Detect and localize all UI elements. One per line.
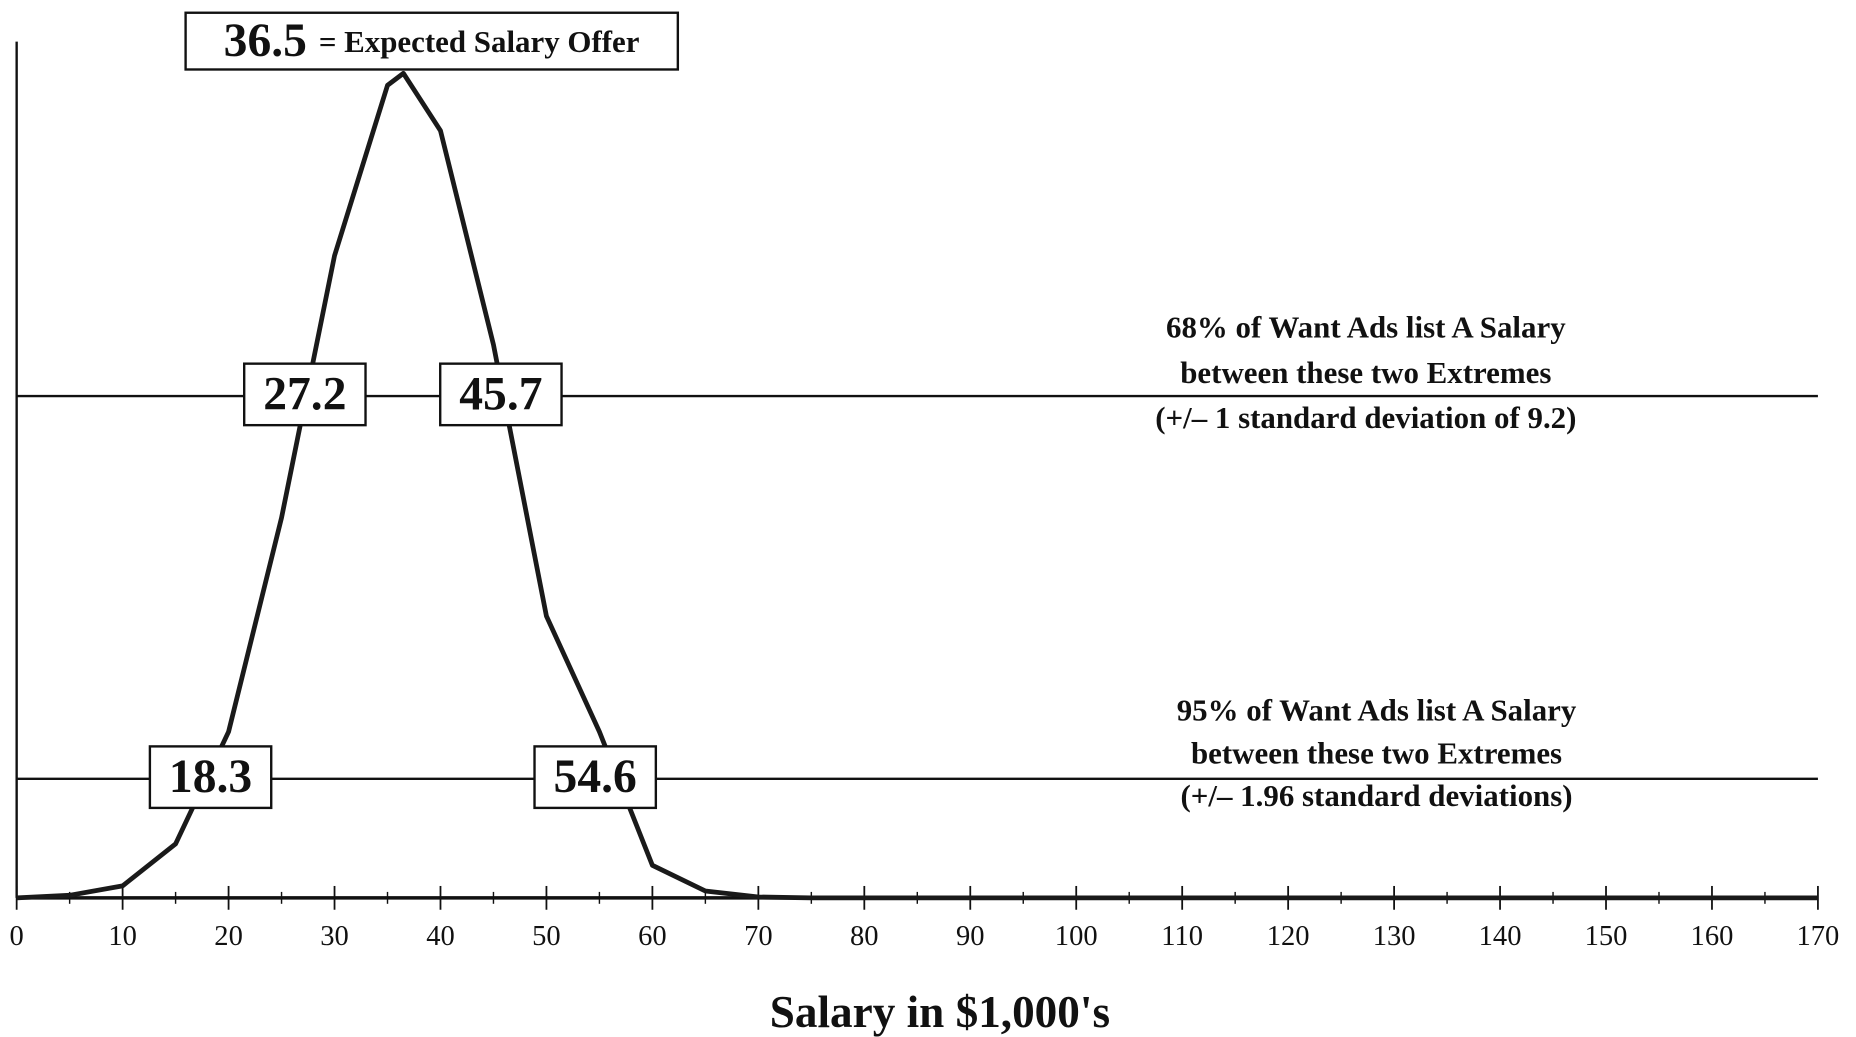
x-tick-label: 150 bbox=[1585, 921, 1628, 952]
x-tick-label: 70 bbox=[744, 921, 773, 952]
annotation: between these two Extremes bbox=[1180, 355, 1551, 390]
x-tick-label: 40 bbox=[426, 921, 455, 952]
x-tick-label: 110 bbox=[1161, 921, 1203, 952]
annotation: 95% of Want Ads list A Salary bbox=[1177, 693, 1577, 728]
bound-label: 18.3 bbox=[169, 751, 252, 803]
peak-value: 36.5 bbox=[224, 15, 307, 67]
label-box bbox=[439, 362, 563, 427]
x-tick-label: 120 bbox=[1267, 921, 1310, 952]
x-tick-label: 160 bbox=[1691, 921, 1734, 952]
x-tick-label: 100 bbox=[1055, 921, 1098, 952]
x-tick-label: 170 bbox=[1797, 921, 1840, 952]
label-box bbox=[184, 11, 680, 71]
annotation: (+/– 1.96 standard deviations) bbox=[1181, 778, 1573, 813]
annotation: between these two Extremes bbox=[1191, 735, 1562, 770]
x-tick-label: 50 bbox=[532, 921, 561, 952]
peak-text: = Expected Salary Offer bbox=[319, 24, 640, 59]
x-tick-label: 140 bbox=[1479, 921, 1522, 952]
label-box bbox=[533, 745, 658, 810]
label-box bbox=[148, 745, 273, 810]
peak-label: 36.5 = Expected Salary Offer bbox=[224, 15, 640, 67]
x-tick-label: 130 bbox=[1373, 921, 1416, 952]
x-axis-label: Salary in $1,000's bbox=[770, 987, 1110, 1037]
x-tick-label: 10 bbox=[108, 921, 137, 952]
bound-label: 54.6 bbox=[554, 751, 637, 803]
x-tick-label: 90 bbox=[956, 921, 985, 952]
distribution-curve bbox=[16, 70, 1818, 901]
label-box bbox=[243, 362, 367, 427]
x-tick-label: 20 bbox=[214, 921, 243, 952]
bound-label: 45.7 bbox=[459, 368, 542, 420]
annotation: 68% of Want Ads list A Salary bbox=[1166, 310, 1566, 345]
x-tick-label: 0 bbox=[10, 921, 24, 952]
x-tick-label: 60 bbox=[638, 921, 667, 952]
x-tick-label: 30 bbox=[320, 921, 349, 952]
bound-label: 27.2 bbox=[263, 368, 346, 420]
annotation: (+/– 1 standard deviation of 9.2) bbox=[1155, 400, 1576, 435]
x-tick-label: 80 bbox=[850, 921, 879, 952]
